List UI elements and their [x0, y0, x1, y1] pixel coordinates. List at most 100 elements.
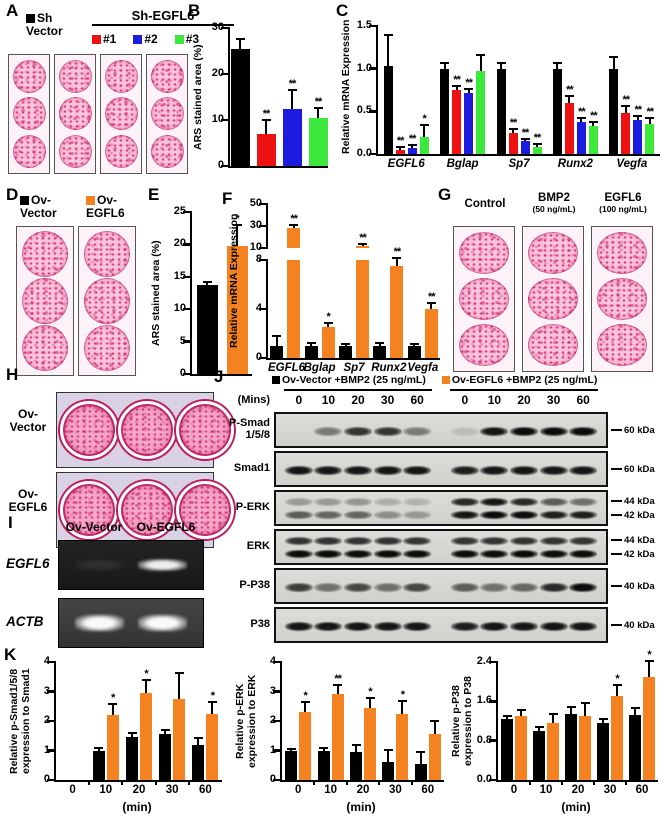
y-tick-label: 10 — [211, 113, 224, 125]
bar — [106, 715, 119, 780]
culture-well — [22, 325, 68, 372]
bar — [643, 676, 655, 780]
blot-row: ERK 44 kDa 42 kDa — [212, 529, 666, 565]
bar — [173, 698, 186, 780]
x-tick — [345, 780, 348, 785]
bar — [285, 750, 298, 780]
error-bar — [206, 282, 208, 285]
error-bar-cap — [520, 137, 530, 140]
error-bar-cap — [289, 224, 299, 226]
significance-marker: ** — [288, 78, 297, 91]
significance-marker: * — [144, 668, 148, 681]
kda-marker: 44 kDa — [611, 496, 655, 507]
culture-well — [104, 97, 138, 131]
blot-row: P38 40 kDa — [212, 607, 666, 643]
significance-marker: * — [111, 691, 115, 704]
lane-numbers-row: 0 10 20 30 60 0 10 20 30 60 — [276, 393, 606, 407]
significance-marker: ** — [634, 104, 643, 117]
x-axis-label: (min) — [346, 800, 376, 814]
y-tick-label: 3 — [269, 684, 276, 697]
blot-row: P-Smad 1/5/8 60 kDa — [212, 412, 666, 448]
y-tick-label: 8 — [255, 253, 262, 265]
bar — [287, 228, 301, 248]
significance-marker: ** — [566, 83, 574, 96]
y-tick-label: 25 — [173, 205, 186, 217]
blot-band — [510, 622, 538, 631]
legend-item-3: #3 — [174, 32, 199, 46]
x-category-label: 10 — [324, 784, 337, 796]
column-header-control: Control — [464, 198, 506, 210]
error-bar-cap — [548, 713, 558, 716]
significance-marker: * — [368, 685, 372, 698]
y-axis-label: Relative p-ERK expression to ERK — [234, 674, 259, 768]
blot-band — [403, 466, 432, 475]
bar — [515, 716, 527, 780]
blot-membrane — [274, 568, 608, 604]
gel-column-ov-vector: Ov-Vector — [65, 520, 123, 534]
legend-swatch — [133, 35, 143, 44]
gel-band — [138, 614, 188, 632]
well-plate — [453, 226, 515, 372]
y-tick — [183, 210, 192, 214]
blot-band — [569, 583, 598, 592]
plot-area: 0 1 2 3 4 * * * 0 10 20 30 60 — [44, 656, 222, 796]
y-tick-label: 2 — [43, 714, 50, 726]
error-bar — [479, 55, 482, 72]
kda-label: 40 kDa — [624, 580, 655, 592]
error-bar-cap — [323, 321, 333, 324]
y-tick-label: 0 — [179, 367, 186, 379]
legend-ov-vector-bmp2: Ov-Vector +BMP2 (25 ng/mL) — [272, 374, 426, 386]
significance-marker: ** — [622, 94, 631, 107]
y-tick — [369, 110, 378, 113]
legend-swatch — [26, 14, 35, 23]
x-category-label: Runx2 — [371, 362, 407, 374]
x-tick — [154, 780, 157, 785]
kda-label: 42 kDa — [624, 548, 655, 560]
significance-marker: * — [422, 112, 427, 125]
lane-number: 10 — [321, 393, 336, 407]
error-bar — [239, 39, 241, 49]
error-bar-cap — [645, 117, 655, 120]
error-bar — [291, 91, 293, 110]
error-bar-cap — [532, 143, 542, 146]
culture-well — [58, 134, 92, 168]
blot-row: Smad1 60 kDa — [212, 451, 666, 487]
culture-well — [22, 230, 68, 277]
bar — [547, 723, 559, 780]
bar — [588, 125, 598, 154]
bar — [339, 345, 352, 358]
error-bar — [580, 119, 583, 122]
y-axis-label: Relative p-P38 expression to P38 — [450, 676, 475, 766]
bar — [476, 71, 486, 154]
gel-egfl6 — [58, 540, 204, 590]
error-bar-cap — [341, 342, 350, 345]
blot-band — [284, 622, 313, 631]
error-bar-cap — [261, 118, 271, 121]
bar — [226, 245, 248, 374]
bar — [564, 102, 574, 154]
significance-marker: * — [235, 213, 239, 226]
culture-well — [528, 324, 578, 366]
lane-number: 60 — [410, 393, 424, 407]
significance-marker: ** — [533, 132, 542, 145]
significance-marker: ** — [334, 673, 342, 686]
y-tick-label: 1.0 — [356, 61, 372, 74]
blot-label: P-P38 — [239, 579, 270, 592]
bar — [576, 121, 586, 154]
error-bar-cap — [94, 747, 104, 750]
x-category-label: Sp7 — [343, 362, 365, 374]
blot-band — [403, 498, 432, 506]
marker-dash — [611, 553, 622, 555]
x-category-label: 0 — [69, 784, 76, 796]
error-bar-cap — [508, 128, 518, 131]
blot-band — [403, 511, 432, 519]
x-category-label: 30 — [603, 784, 617, 796]
error-bar — [500, 64, 502, 69]
blot-band — [480, 537, 509, 545]
error-bar — [327, 323, 330, 328]
error-bar-cap — [306, 342, 316, 345]
error-bar — [568, 96, 571, 103]
blot-band — [450, 511, 479, 519]
panel-k-label: K — [4, 645, 17, 664]
y-tick-label: 0.0 — [476, 773, 492, 785]
